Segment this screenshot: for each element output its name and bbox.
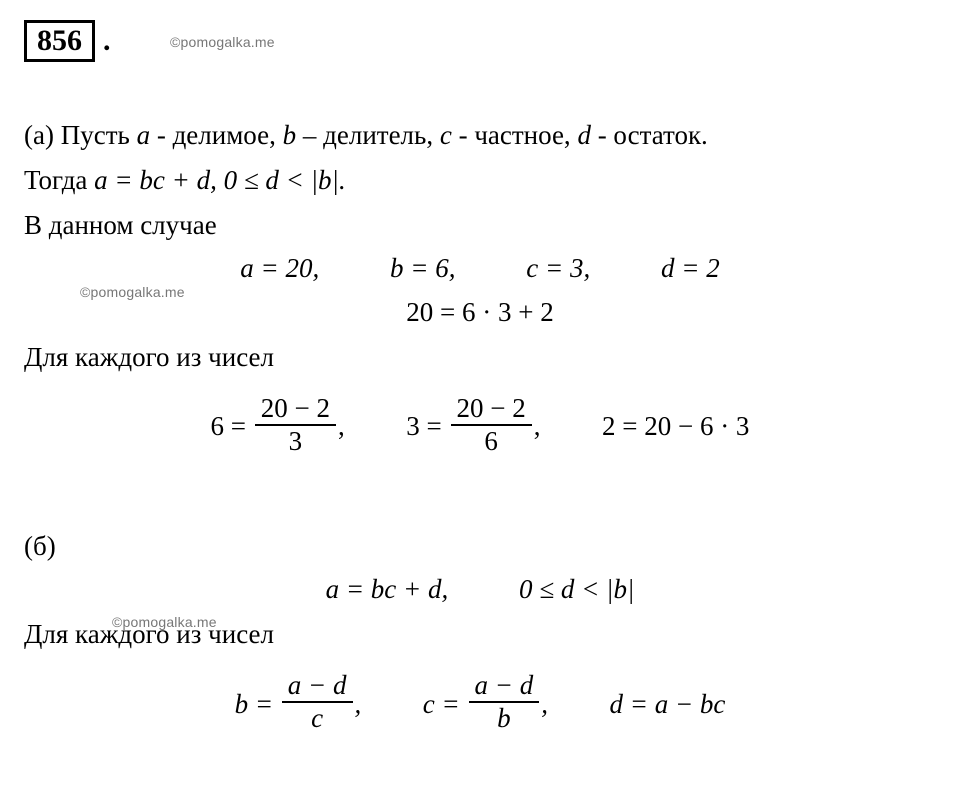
var-a: a bbox=[137, 120, 151, 150]
frac2-den: 6 bbox=[451, 426, 532, 457]
part-a-values-row: a = 20, b = 6, c = 3, d = 2 bbox=[24, 251, 936, 286]
watermark-bottom: ©pomogalka.me bbox=[112, 614, 217, 630]
formula-cond-b: 0 ≤ d < |b| bbox=[519, 574, 634, 604]
part-a-intro: (а) Пусть a - делимое, b – делитель, c -… bbox=[24, 116, 936, 155]
problem-period: . bbox=[103, 24, 111, 57]
b-frac1-num: a − d bbox=[282, 670, 353, 703]
frac1: 20 − 2 3 bbox=[255, 393, 336, 457]
val-c: c = 3, bbox=[526, 253, 590, 283]
b-frac2: a − d b bbox=[469, 670, 540, 734]
part-a-fraction-row: 6 = 20 − 2 3 , 3 = 20 − 2 6 , 2 = 20 − 6… bbox=[24, 395, 936, 459]
watermark-middle: ©pomogalka.me bbox=[80, 284, 185, 300]
problem-number: 856 bbox=[24, 20, 95, 62]
val-b: b = 6, bbox=[390, 253, 455, 283]
text-togda: Тогда bbox=[24, 165, 94, 195]
frac1-lhs: 6 = bbox=[211, 409, 246, 444]
frac1-comma: , bbox=[338, 409, 345, 444]
expr3: 2 = 20 − 6 · 3 bbox=[602, 409, 749, 444]
a-desc: - делимое, bbox=[150, 120, 283, 150]
part-a-formula-line: Тогда a = bc + d, 0 ≤ d < |b|. bbox=[24, 161, 936, 200]
b-frac1-comma: , bbox=[355, 687, 362, 722]
b-frac1: a − d c bbox=[282, 670, 353, 734]
var-c: c bbox=[440, 120, 452, 150]
var-b: b bbox=[283, 120, 297, 150]
b-frac2-den: b bbox=[469, 703, 540, 734]
b-frac2-lhs: c = bbox=[423, 687, 460, 722]
val-d: d = 2 bbox=[661, 253, 720, 283]
frac1-num: 20 − 2 bbox=[255, 393, 336, 426]
part-a-label: (а) bbox=[24, 120, 54, 150]
frac2: 20 − 2 6 bbox=[451, 393, 532, 457]
frac2-lhs: 3 = bbox=[406, 409, 441, 444]
frac2-comma: , bbox=[534, 409, 541, 444]
frac2-num: 20 − 2 bbox=[451, 393, 532, 426]
val-a: a = 20, bbox=[240, 253, 319, 283]
part-b-fraction-row: b = a − d c , c = a − d b , d = a − bc bbox=[24, 672, 936, 736]
text-pust: Пусть bbox=[61, 120, 137, 150]
b-frac2-comma: , bbox=[541, 687, 548, 722]
var-d: d bbox=[577, 120, 591, 150]
watermark-top: ©pomogalka.me bbox=[170, 34, 275, 50]
part-a-case: В данном случае bbox=[24, 206, 936, 245]
b-frac2-num: a − d bbox=[469, 670, 540, 703]
formula-main-b: a = bc + d, bbox=[326, 574, 449, 604]
numeric-eq: 20 = 6 · 3 + 2 bbox=[406, 297, 553, 327]
frac1-den: 3 bbox=[255, 426, 336, 457]
content: (а) Пусть a - делимое, b – делитель, c -… bbox=[24, 116, 936, 736]
c-desc: - частное, bbox=[452, 120, 578, 150]
page: 856. ©pomogalka.me ©pomogalka.me ©pomoga… bbox=[0, 0, 960, 800]
b-desc: – делитель, bbox=[296, 120, 440, 150]
d-desc: - остаток. bbox=[591, 120, 708, 150]
part-a-each: Для каждого из чисел bbox=[24, 338, 936, 377]
b-expr3: d = a − bc bbox=[609, 687, 725, 722]
b-frac1-den: c bbox=[282, 703, 353, 734]
formula-main-a: a = bc + d, 0 ≤ d < |b|. bbox=[94, 165, 346, 195]
part-b-label: (б) bbox=[24, 527, 936, 566]
b-frac1-lhs: b = bbox=[235, 687, 273, 722]
part-b-formula-row: a = bc + d, 0 ≤ d < |b| bbox=[24, 572, 936, 607]
